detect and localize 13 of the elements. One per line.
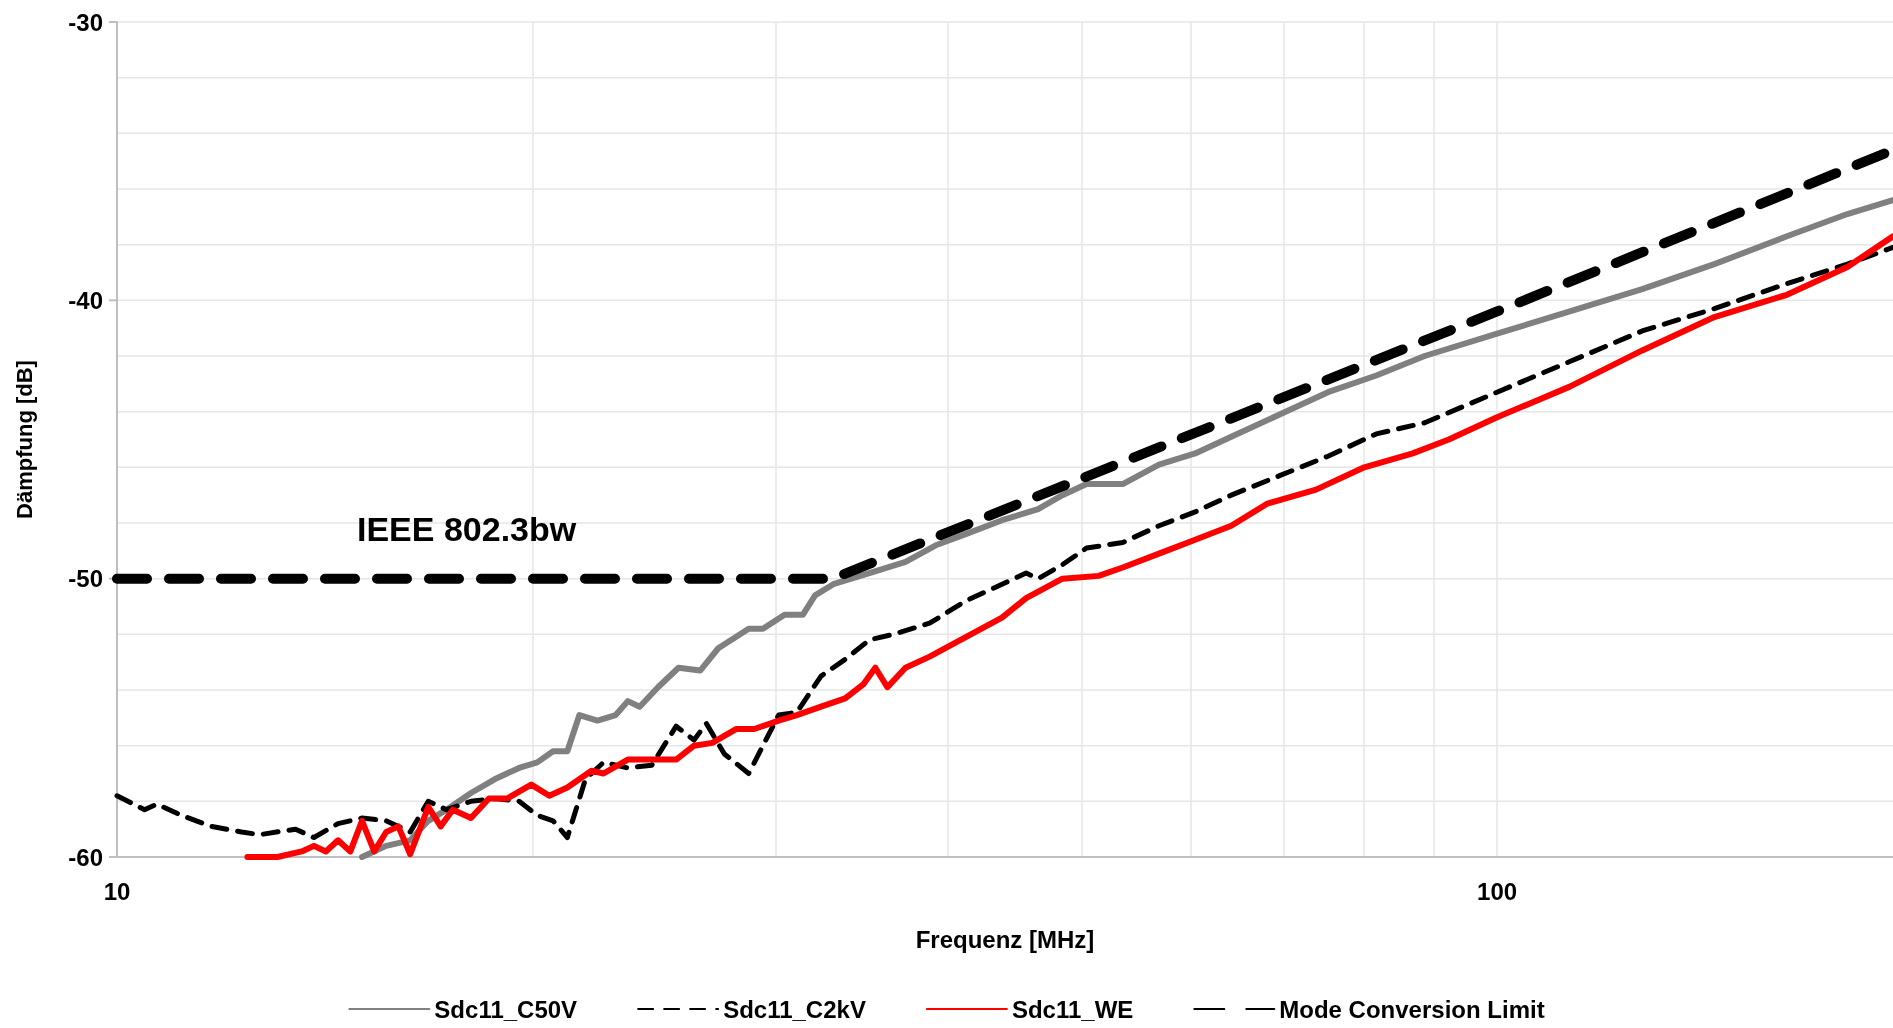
legend-label: Sdc11_WE [1011, 995, 1134, 1023]
x-tick-label: 10 [103, 877, 131, 905]
y-axis-title: Dämpfung [dB] [11, 360, 37, 519]
y-tick-label: -50 [68, 565, 103, 593]
x-tick-label: 100 [1477, 877, 1518, 905]
y-tick-label: -40 [68, 286, 103, 314]
legend-label: Sdc11_C50V [434, 995, 578, 1023]
y-tick-label: -60 [68, 843, 103, 871]
x-axis-title: Frequenz [MHz] [915, 925, 1095, 953]
annotation: IEEE 802.3bw [357, 510, 577, 548]
legend-label: Mode Conversion Limit [1279, 995, 1545, 1023]
legend-label: Sdc11_C2kV [723, 995, 866, 1023]
y-tick-label: -30 [68, 8, 103, 36]
